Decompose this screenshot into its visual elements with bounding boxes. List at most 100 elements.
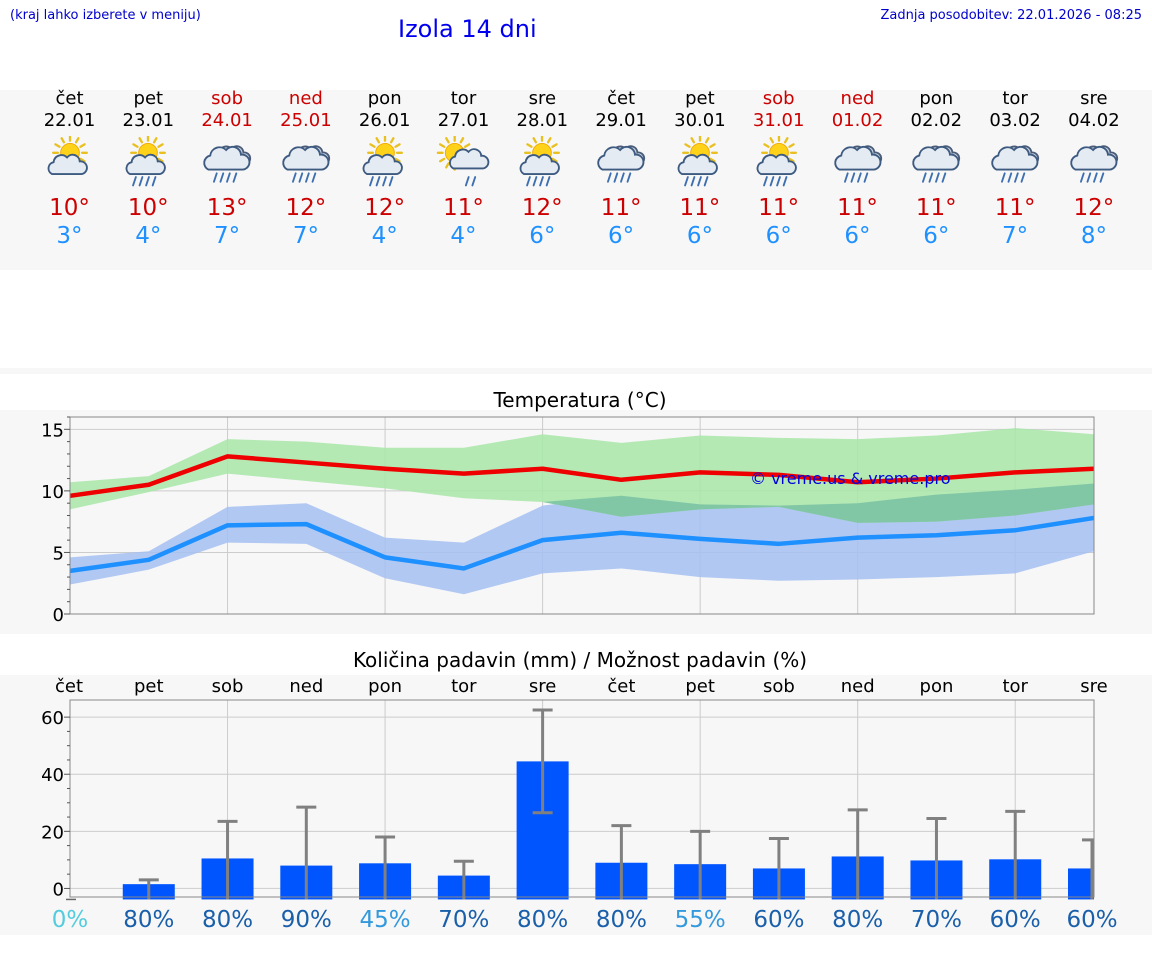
precip-probability: 60% [753, 907, 804, 933]
precip-probability: 80% [517, 907, 568, 933]
precip-probability: 70% [911, 907, 962, 933]
day-label: sob [763, 676, 795, 697]
temp-min: 4° [450, 223, 477, 249]
rain-cloud-icon [833, 145, 882, 183]
day-column: pon 02.02 11° 6° [897, 88, 976, 250]
temp-max: 11° [837, 195, 878, 221]
precip-probability: 90% [281, 907, 332, 933]
raindrops-icon [607, 172, 632, 183]
precipitation-chart: čet pet sob ned pon tor sre čet pet sob ned pon tor s… [41, 676, 1117, 933]
day-label: pet [685, 676, 715, 697]
raindrops-icon [291, 172, 317, 183]
day-column: ned 01.02 11° 6° [818, 88, 897, 250]
temp-max: 11° [443, 195, 484, 221]
day-date: 26.01 [358, 110, 411, 131]
sun-cloud-rain-icon [677, 136, 718, 187]
temp-max: 11° [915, 195, 957, 221]
day-date: 28.01 [516, 110, 569, 131]
temp-min: 6° [686, 223, 713, 249]
cloud-icon [991, 145, 1039, 171]
day-column: sre 04.02 12° 8° [1054, 88, 1133, 250]
day-date: 04.02 [1068, 110, 1120, 131]
cloud-icon [912, 145, 960, 171]
y-tick-label: 10 [41, 482, 64, 503]
precip-probability: 55% [675, 907, 726, 933]
precip-probability: 80% [123, 907, 174, 933]
day-name: pon [367, 88, 402, 109]
precip-error-bar [217, 819, 238, 900]
precip-error-bar [690, 829, 711, 900]
rain-cloud-icon [912, 145, 961, 183]
precip-probability: 80% [832, 907, 883, 933]
daily-forecast: čet 22.01 10° 3° pet 23.01 10° 4° sob 24.01 13° 7° n… [30, 88, 1140, 258]
rain-cloud-icon [597, 145, 646, 183]
raindrops-icon [1079, 172, 1105, 183]
precip-probability: 70% [438, 907, 489, 933]
raindrops-icon [684, 176, 709, 187]
sun-cloud-shower-icon [436, 136, 489, 187]
cloud-icon [597, 145, 645, 171]
day-date: 30.01 [674, 110, 726, 131]
day-label: čet [55, 676, 83, 697]
temp-max: 12° [364, 195, 406, 221]
precip-probability: 45% [360, 907, 411, 933]
day-label: sre [1080, 676, 1107, 697]
day-label: sob [212, 676, 244, 697]
temp-max: 12° [1073, 195, 1115, 221]
day-label: tor [451, 676, 477, 697]
day-date: 31.01 [752, 110, 805, 131]
precip-bar [1068, 868, 1094, 900]
temp-min: 8° [1080, 223, 1107, 249]
precip-error-bar [375, 835, 396, 900]
temp-overlap-band [70, 473, 1094, 523]
precip-probability: 0% [52, 907, 89, 933]
precip-probability: 80% [202, 907, 253, 933]
cloud-icon [833, 145, 881, 171]
precip-probability: 80% [596, 907, 647, 933]
temp-min: 6° [844, 223, 871, 249]
precip-error-bar [453, 859, 474, 900]
temp-max: 11° [994, 195, 1036, 221]
min-temp-line [69, 515, 1095, 574]
day-column: sob 24.01 13° 7° [188, 88, 267, 250]
precip-probability: 60% [1066, 907, 1117, 933]
cloud-icon [448, 148, 489, 170]
sun-cloud-icon [47, 136, 88, 176]
page-title: Izola 14 dni [398, 15, 537, 43]
day-label: ned [289, 676, 323, 697]
separator [0, 368, 1152, 374]
day-date: 02.02 [910, 110, 963, 131]
day-date: 29.01 [595, 110, 647, 131]
day-label: pon [920, 676, 954, 697]
cloud-icon [1070, 145, 1118, 171]
sun-cloud-rain-icon [519, 136, 561, 187]
day-name: pet [133, 88, 164, 109]
day-column: pet 23.01 10° 4° [109, 88, 188, 250]
sun-cloud-rain-icon [362, 136, 403, 187]
precip-error-bar [768, 836, 789, 900]
precipitation-chart-title: Količina padavin (mm) / Možnost padavin … [352, 648, 808, 672]
raindrops-icon [368, 176, 394, 187]
day-name: pon [919, 88, 954, 109]
raindrops-icon [843, 172, 868, 183]
raindrops-icon [464, 176, 476, 187]
cloud-icon [519, 153, 561, 176]
day-name: čet [55, 88, 84, 109]
watermark: © vreme.us & vreme.pro [750, 469, 951, 488]
precip-error-bar [296, 805, 317, 900]
day-label: tor [1002, 676, 1028, 697]
temp-max: 11° [679, 195, 721, 221]
day-label: sre [529, 676, 556, 697]
day-column: tor 27.01 11° 4° [424, 88, 503, 250]
day-column: čet 22.01 10° 3° [30, 88, 109, 250]
max-temp-line [69, 454, 1095, 499]
day-name: pet [685, 88, 715, 109]
cloud-icon [282, 145, 330, 171]
temp-max: 11° [758, 195, 800, 221]
rain-cloud-icon [203, 145, 252, 183]
day-label: pon [368, 676, 402, 697]
day-column: sre 28.01 12° 6° [503, 88, 582, 250]
precip-error-bar [532, 708, 553, 815]
y-tick-label: 60 [41, 708, 64, 729]
temperature-chart-title: Temperatura (°C) [493, 388, 667, 412]
